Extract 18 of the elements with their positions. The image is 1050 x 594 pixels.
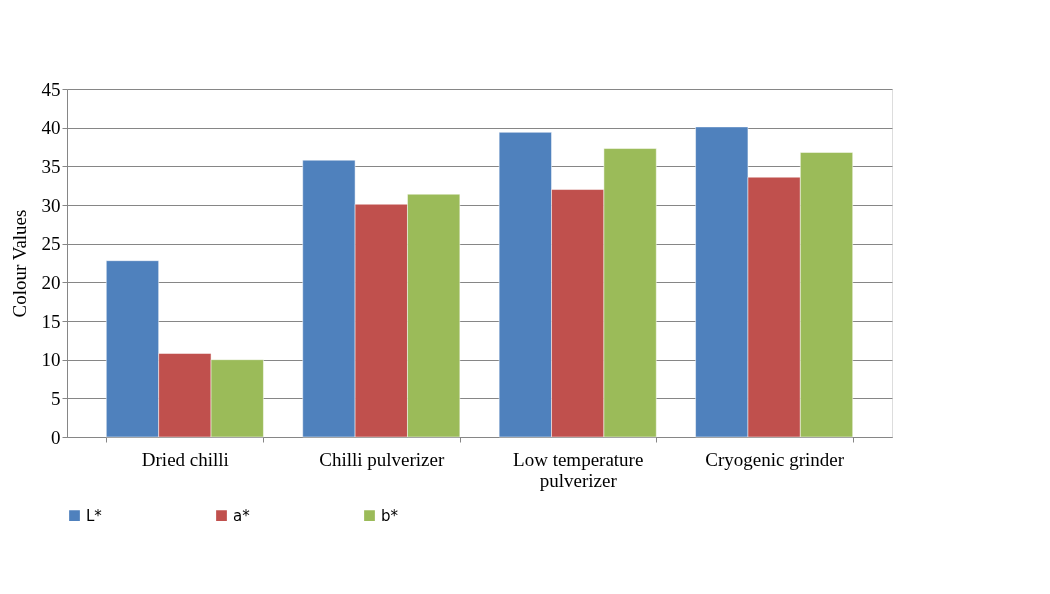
y-tick-label: 10 bbox=[41, 349, 61, 371]
y-tick-label: 25 bbox=[41, 233, 61, 255]
y-tick-label: 5 bbox=[51, 387, 61, 409]
x-tick-label: Dried chilli bbox=[141, 448, 229, 470]
y-tick-label: 0 bbox=[51, 426, 61, 448]
y-axis-title: Colour Values bbox=[8, 209, 30, 318]
y-tick-label: 45 bbox=[41, 78, 61, 100]
y-tick-label: 35 bbox=[41, 155, 61, 177]
legend-label: a* bbox=[233, 506, 251, 525]
y-tick-label: 30 bbox=[41, 194, 61, 216]
legend-label: b* bbox=[381, 506, 399, 525]
x-tick-label: Chilli pulverizer bbox=[319, 448, 445, 470]
y-tick-label: 15 bbox=[41, 310, 61, 332]
y-tick-label: 40 bbox=[41, 117, 61, 139]
y-tick-label: 20 bbox=[41, 271, 61, 293]
legend-label: L* bbox=[86, 506, 103, 525]
x-tick-label: Low temperature pulverizer bbox=[513, 448, 644, 491]
x-tick-label: Cryogenic grinder bbox=[705, 448, 845, 470]
